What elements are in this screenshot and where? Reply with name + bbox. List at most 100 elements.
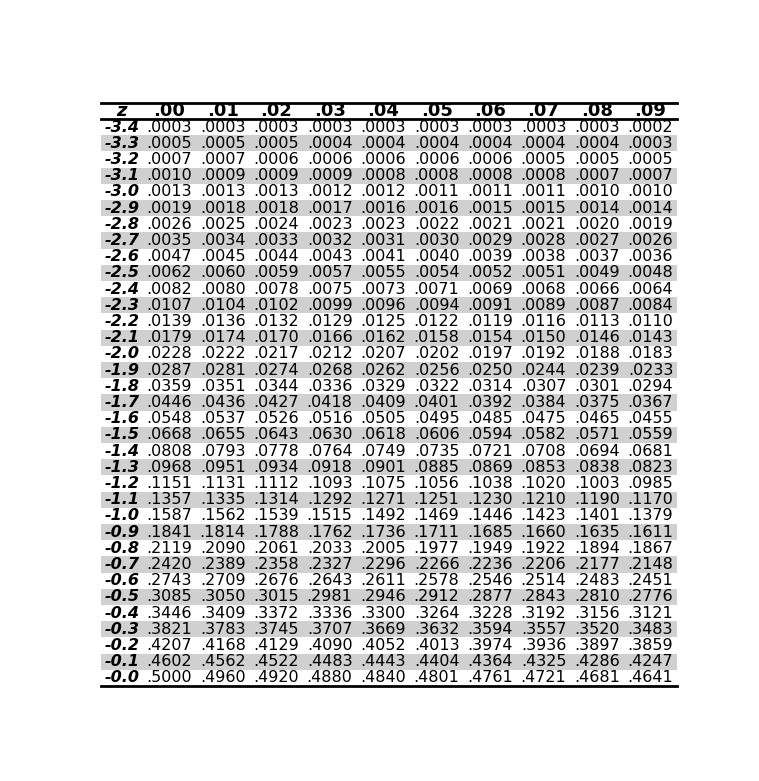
Text: .0010: .0010 — [574, 184, 620, 199]
Text: .0005: .0005 — [521, 152, 566, 167]
Text: .0011: .0011 — [521, 184, 566, 199]
FancyBboxPatch shape — [101, 654, 677, 670]
Text: .0016: .0016 — [414, 201, 459, 216]
Text: .0044: .0044 — [254, 249, 299, 264]
Text: .3156: .3156 — [575, 605, 620, 621]
Text: .0087: .0087 — [574, 298, 620, 312]
Text: .0019: .0019 — [146, 201, 192, 216]
Text: .4761: .4761 — [468, 670, 513, 686]
Text: .2514: .2514 — [521, 573, 566, 588]
Text: .0012: .0012 — [307, 184, 353, 199]
Text: -1.4: -1.4 — [104, 444, 139, 458]
Text: .2061: .2061 — [254, 540, 299, 556]
Text: .0078: .0078 — [254, 282, 299, 297]
Text: .0516: .0516 — [307, 412, 353, 426]
Text: .3821: .3821 — [146, 622, 192, 637]
Text: .3594: .3594 — [468, 622, 513, 637]
Text: .0075: .0075 — [307, 282, 352, 297]
Text: .07: .07 — [528, 102, 559, 119]
Text: .0091: .0091 — [468, 298, 513, 312]
Text: .0401: .0401 — [414, 395, 459, 410]
Text: .1685: .1685 — [467, 525, 513, 540]
Text: .0009: .0009 — [307, 168, 352, 184]
Text: .0040: .0040 — [414, 249, 459, 264]
Text: .0336: .0336 — [307, 379, 352, 394]
Text: .2546: .2546 — [468, 573, 513, 588]
Text: .0062: .0062 — [146, 266, 192, 280]
Text: .0064: .0064 — [628, 282, 673, 297]
Text: .1611: .1611 — [628, 525, 673, 540]
Text: .0526: .0526 — [254, 412, 299, 426]
Text: .0003: .0003 — [575, 119, 620, 134]
Text: .0694: .0694 — [575, 444, 620, 458]
Text: .0217: .0217 — [254, 347, 299, 362]
Text: .0008: .0008 — [361, 168, 406, 184]
Text: .0606: .0606 — [414, 427, 459, 442]
Text: .0409: .0409 — [361, 395, 406, 410]
Text: .0475: .0475 — [521, 412, 566, 426]
Text: .1151: .1151 — [146, 476, 192, 491]
Text: .0793: .0793 — [200, 444, 245, 458]
Text: .0013: .0013 — [200, 184, 246, 199]
Text: .1469: .1469 — [414, 508, 459, 523]
Text: .0006: .0006 — [307, 152, 352, 167]
Text: .1038: .1038 — [468, 476, 513, 491]
Text: .2266: .2266 — [414, 557, 459, 572]
FancyBboxPatch shape — [101, 491, 677, 508]
Text: .1271: .1271 — [361, 492, 406, 507]
Text: .1894: .1894 — [574, 540, 620, 556]
Text: .3520: .3520 — [575, 622, 620, 637]
Text: .0222: .0222 — [200, 347, 246, 362]
Text: .0136: .0136 — [200, 314, 246, 329]
Text: .4286: .4286 — [574, 654, 620, 669]
Text: -1.9: -1.9 — [104, 362, 139, 377]
Text: .0281: .0281 — [200, 362, 246, 377]
Text: .2005: .2005 — [361, 540, 406, 556]
Text: .3859: .3859 — [628, 638, 673, 653]
Text: .1788: .1788 — [254, 525, 299, 540]
Text: .2912: .2912 — [414, 590, 459, 604]
Text: .0207: .0207 — [361, 347, 406, 362]
Text: .0668: .0668 — [146, 427, 192, 442]
Text: .0008: .0008 — [521, 168, 566, 184]
Text: .0066: .0066 — [575, 282, 620, 297]
Text: .0179: .0179 — [146, 330, 192, 345]
Text: .0003: .0003 — [361, 119, 406, 134]
Text: .0102: .0102 — [254, 298, 299, 312]
Text: .0681: .0681 — [628, 444, 673, 458]
Text: -2.9: -2.9 — [104, 201, 139, 216]
FancyBboxPatch shape — [101, 621, 677, 637]
Text: .0004: .0004 — [521, 136, 566, 151]
Text: .0495: .0495 — [414, 412, 459, 426]
Text: .0643: .0643 — [254, 427, 299, 442]
Text: -2.5: -2.5 — [104, 266, 139, 280]
Text: -2.2: -2.2 — [104, 314, 139, 329]
Text: .0057: .0057 — [307, 266, 352, 280]
Text: .4364: .4364 — [468, 654, 513, 669]
Text: .0016: .0016 — [361, 201, 406, 216]
Text: .0630: .0630 — [307, 427, 352, 442]
Text: .2296: .2296 — [361, 557, 406, 572]
Text: .4840: .4840 — [361, 670, 406, 686]
Text: .0192: .0192 — [521, 347, 566, 362]
Text: .0015: .0015 — [521, 201, 566, 216]
Text: .0143: .0143 — [628, 330, 673, 345]
Text: .4247: .4247 — [628, 654, 673, 669]
Text: -0.0: -0.0 — [104, 670, 139, 686]
FancyBboxPatch shape — [101, 168, 677, 184]
Text: .09: .09 — [635, 102, 666, 119]
Text: -0.2: -0.2 — [104, 638, 139, 653]
Text: .0014: .0014 — [574, 201, 620, 216]
Text: .00: .00 — [153, 102, 185, 119]
Text: .3372: .3372 — [254, 605, 299, 621]
Text: .1251: .1251 — [414, 492, 459, 507]
Text: .2206: .2206 — [521, 557, 566, 572]
Text: .1492: .1492 — [361, 508, 406, 523]
Text: .3669: .3669 — [361, 622, 406, 637]
Text: .1423: .1423 — [521, 508, 566, 523]
Text: .0537: .0537 — [200, 412, 245, 426]
Text: .0009: .0009 — [254, 168, 299, 184]
Text: -1.7: -1.7 — [104, 395, 139, 410]
Text: .0307: .0307 — [521, 379, 566, 394]
Text: .0446: .0446 — [146, 395, 192, 410]
